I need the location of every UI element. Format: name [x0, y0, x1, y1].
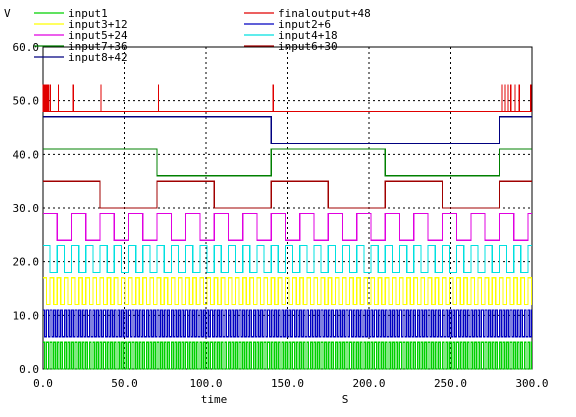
legend-label: input2+6 [278, 18, 331, 31]
x-tick-label: 150.0 [271, 377, 304, 390]
series-line-input7-36 [43, 148, 532, 177]
x-tick-label: 50.0 [111, 377, 138, 390]
y-tick-label: 30.0 [13, 202, 40, 215]
y-tick-label: 40.0 [13, 148, 40, 161]
series-line-input1 [43, 341, 533, 370]
legend-label: input6+30 [278, 40, 338, 53]
series-line-input4-18 [43, 244, 532, 273]
series-line-input3-12 [43, 277, 533, 306]
legend-label: input5+24 [68, 29, 128, 42]
x-axis-label: time [201, 393, 228, 406]
y-tick-label: 0.0 [19, 363, 39, 376]
series-line-input8-42 [43, 116, 532, 145]
y-tick-label: 50.0 [13, 95, 40, 108]
series-line-input6-30 [43, 180, 532, 209]
x-tick-label: 0.0 [33, 377, 53, 390]
series-line-input5-24 [43, 212, 532, 241]
y-axis-label: V [4, 7, 11, 20]
y-tick-label: 60.0 [13, 41, 40, 54]
legend-label: input8+42 [68, 51, 128, 64]
legend-label: input1 [68, 7, 108, 20]
series-line-input2-6 [43, 309, 533, 338]
x-tick-label: 250.0 [434, 377, 467, 390]
x-axis-unit: S [342, 393, 349, 406]
y-tick-label: 10.0 [13, 309, 40, 322]
x-tick-label: 300.0 [515, 377, 548, 390]
x-tick-label: 200.0 [352, 377, 385, 390]
legend-label: input4+18 [278, 29, 338, 42]
legend-label: input7+36 [68, 40, 128, 53]
legend-label: input3+12 [68, 18, 128, 31]
x-tick-label: 100.0 [189, 377, 222, 390]
series-line-finaloutput-48 [42, 84, 532, 113]
y-tick-label: 20.0 [13, 256, 40, 269]
legend-label: finaloutput+48 [278, 7, 371, 20]
